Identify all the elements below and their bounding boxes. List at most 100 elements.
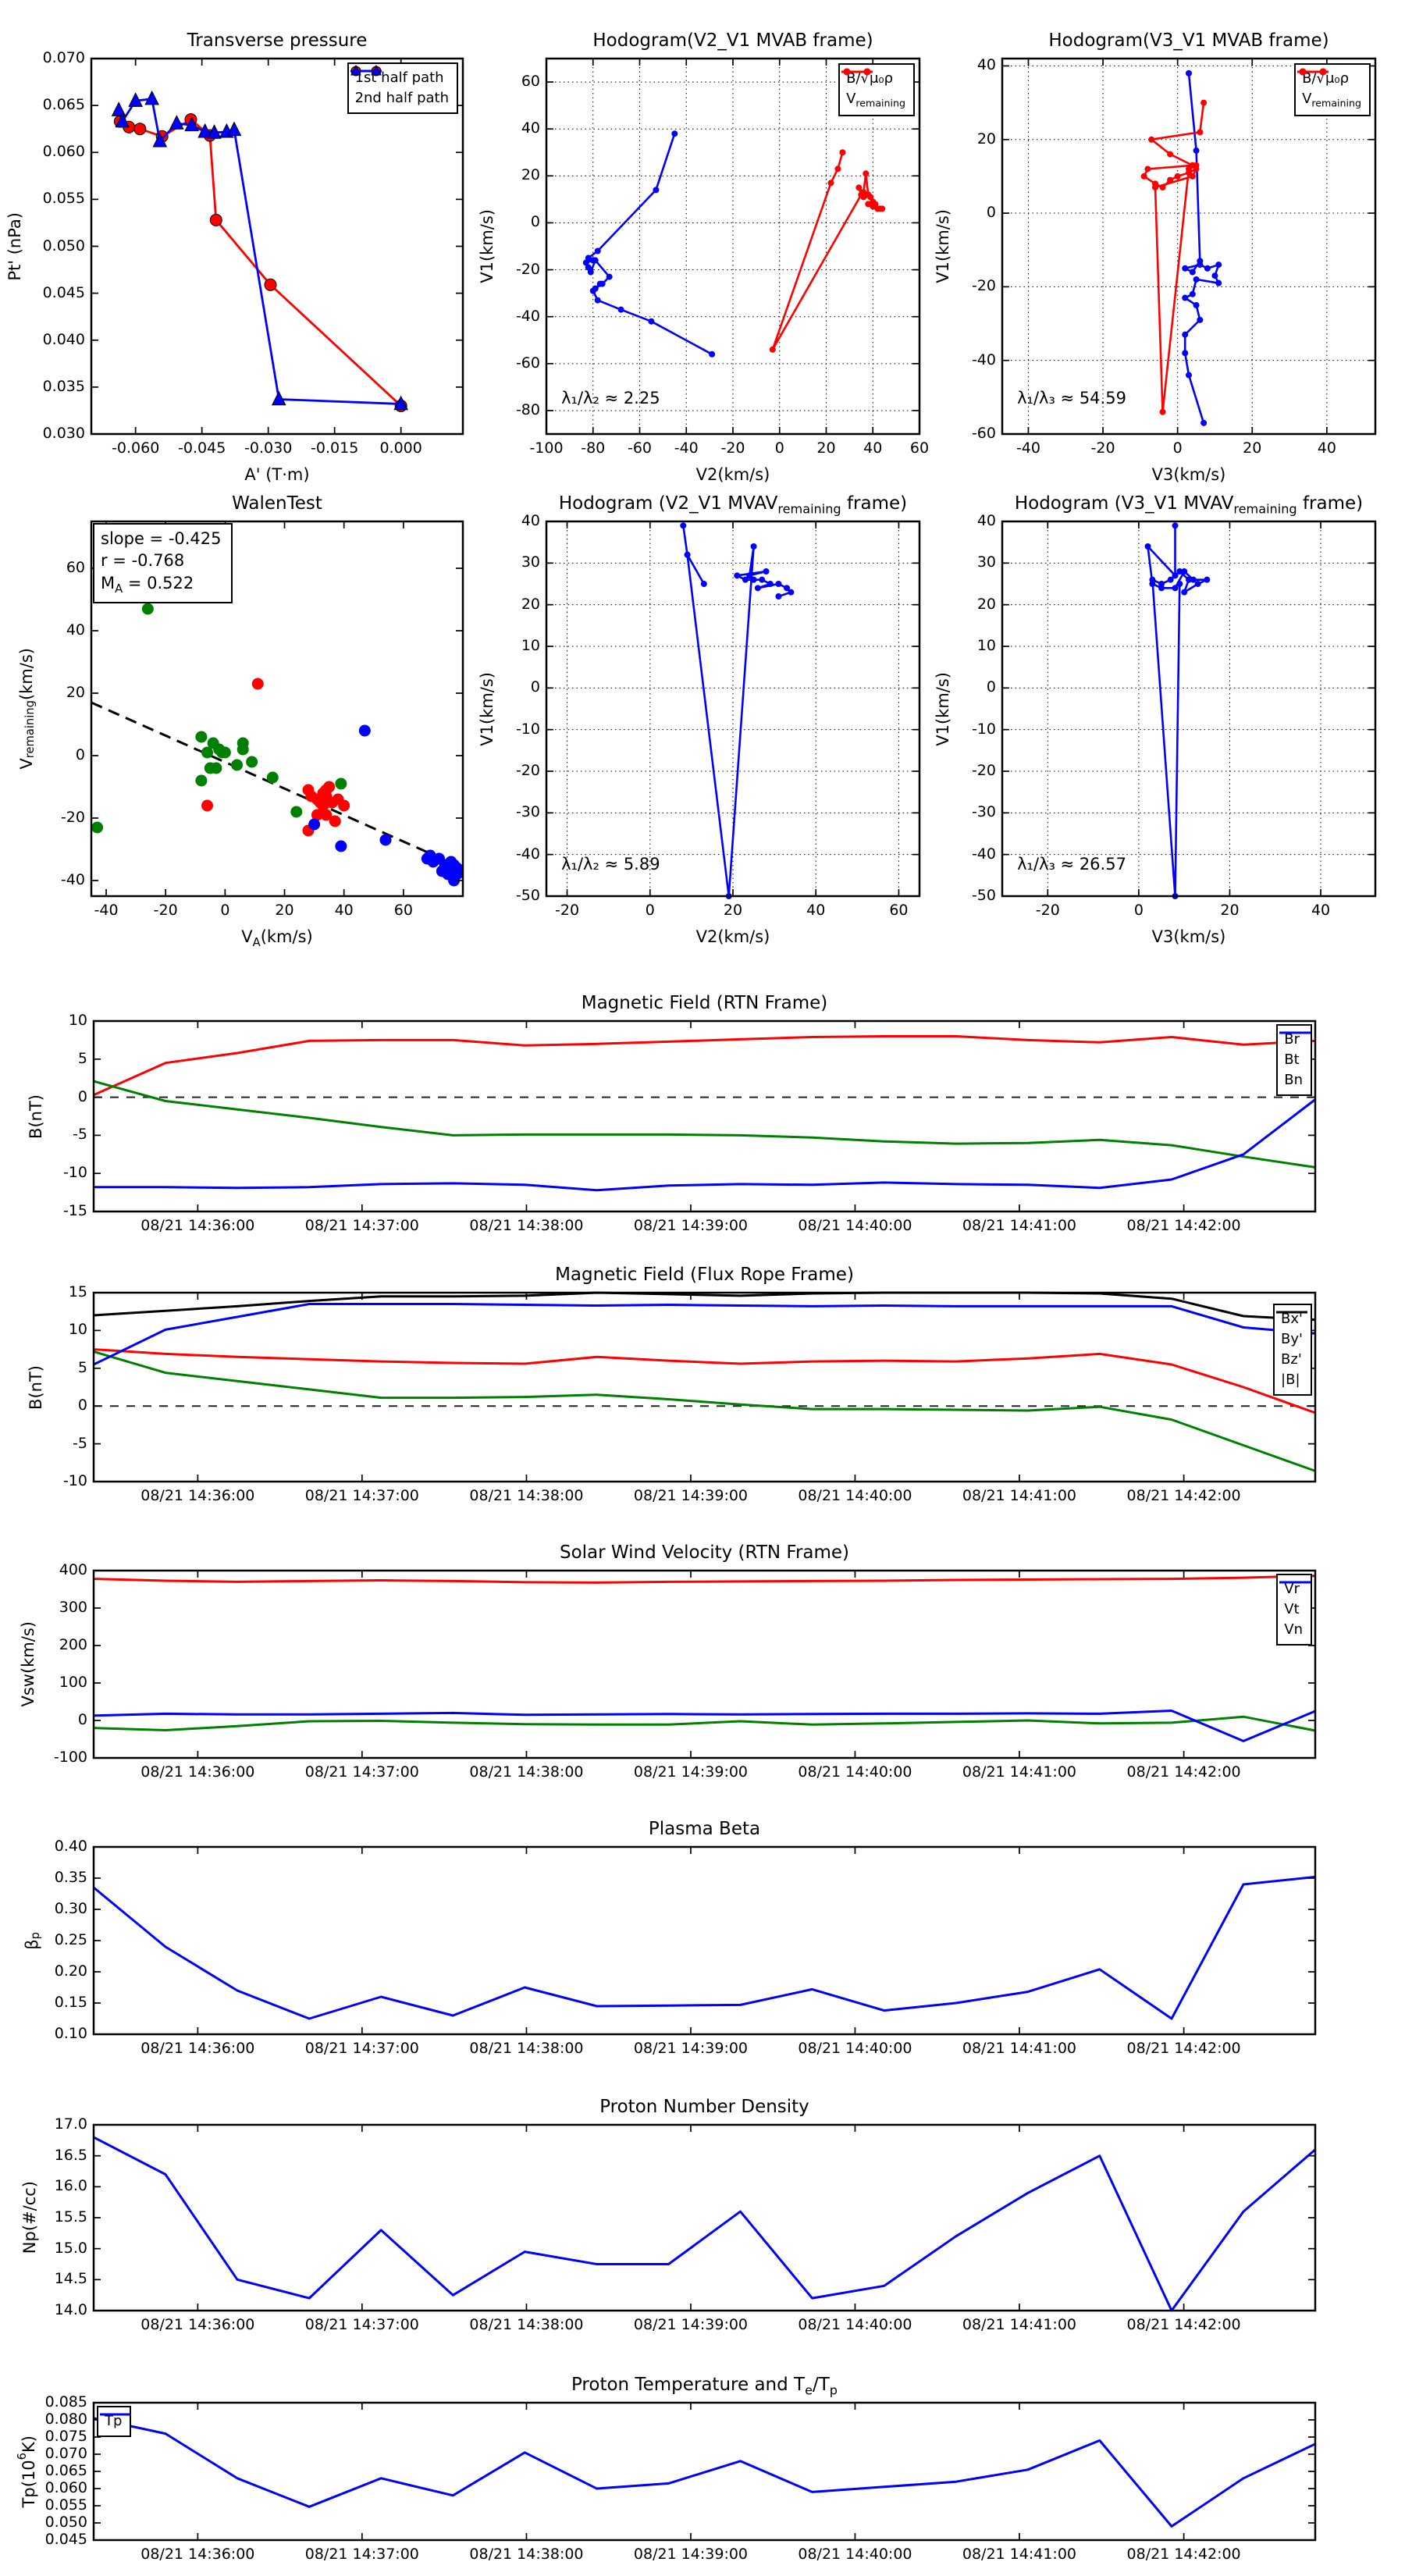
vsw-canvas (92, 1569, 1317, 1759)
series-Vt (93, 1715, 1316, 1732)
legend-label: Vremaining (1302, 91, 1361, 109)
y-tick-label: 0 (77, 1087, 87, 1105)
legend-item: Vt (1279, 1581, 1311, 1620)
x-tick-label: -0.045 (178, 439, 226, 457)
y-tick-label: 17.0 (54, 2115, 87, 2133)
legend-item: Vremaining (1297, 68, 1361, 111)
x-tick-label: 0 (645, 902, 655, 919)
x-tick-label: -20 (153, 902, 178, 919)
x-tick-label: 08/21 14:41:00 (962, 2040, 1077, 2057)
legend-item: Bz' (1276, 1311, 1308, 1370)
y-tick-label: 0 (986, 678, 996, 696)
legend-line-sample (1279, 1031, 1311, 1034)
x-tick-label: 08/21 14:42:00 (1126, 2040, 1241, 2057)
x-tick-label: -20 (1035, 902, 1060, 919)
y-tick-label: 100 (59, 1674, 87, 1691)
y-tick-label: 5 (77, 1049, 87, 1067)
x-tick-label: 08/21 14:38:00 (469, 2040, 584, 2057)
y-tick-label: -40 (971, 350, 996, 368)
hodogram-v2v1-mvav-title: Hodogram (V2_V1 MVAVremaining frame) (558, 493, 908, 517)
b-fr-ylabel: B(nT) (27, 1364, 45, 1410)
y-tick-label: -60 (971, 425, 996, 442)
b-rtn-legend: Br Bt Bn (1276, 1024, 1312, 1097)
y-tick-label: 14.5 (54, 2270, 87, 2288)
series-Vr (93, 1574, 1316, 1584)
hodogram-v3v1-mvav-canvas (1001, 520, 1377, 899)
x-tick-label: 20 (1243, 439, 1262, 457)
x-tick-label: 08/21 14:40:00 (798, 1763, 912, 1781)
series-V remaining (1143, 102, 1205, 414)
x-tick-label: 08/21 14:41:00 (962, 1217, 1077, 1234)
y-tick-label: 10 (976, 637, 996, 654)
b-rtn-ylabel: B(nT) (27, 1094, 45, 1139)
x-tick-label: -60 (627, 439, 653, 457)
x-tick-label: 0.000 (379, 439, 422, 457)
y-tick-label: -15 (62, 1202, 87, 1219)
hodogram-v3v1-mvav-annotation: λ₁/λ₃ ≈ 26.57 (1017, 855, 1126, 874)
y-tick-label: 0.035 (42, 377, 85, 395)
hodogram-v2v1-mvab-ylabel: V1(km/s) (478, 209, 496, 283)
legend-label: Bz' (1281, 1351, 1302, 1368)
y-tick-label: 15.5 (54, 2208, 87, 2226)
x-tick-label: -20 (1090, 439, 1115, 457)
y-tick-label: 0 (77, 1711, 87, 1728)
tp-legend: Tp (97, 2406, 132, 2438)
y-tick-label: 40 (976, 512, 996, 529)
plot-hodogram-v2v1-mvav: -20 0 20 40 60 -50 -40 -30 -20 -10 0 10 20 30 40 Hodogr… (478, 493, 921, 946)
legend-label: Vt (1284, 1601, 1300, 1618)
y-tick-label: -80 (515, 400, 540, 418)
x-tick-label: 08/21 14:40:00 (798, 2546, 912, 2563)
x-tick-label: 08/21 14:41:00 (962, 2316, 1077, 2333)
walen-test-xlabel: VA(km/s) (241, 927, 313, 950)
b-fr-legend: Bx' By' Bz' |B| (1273, 1304, 1312, 1397)
legend-label: Br (1284, 1031, 1300, 1048)
y-tick-label: -20 (971, 277, 996, 295)
y-tick-label: -5 (73, 1434, 87, 1452)
transverse-pressure-canvas (90, 57, 464, 436)
legend-label: Bt (1284, 1051, 1300, 1069)
x-tick-label: 08/21 14:38:00 (469, 2316, 584, 2333)
transverse-pressure-xlabel: A' (T·m) (244, 465, 310, 484)
y-tick-label: 0 (77, 1397, 87, 1414)
x-tick-label: 08/21 14:38:00 (469, 1217, 584, 1234)
x-tick-label: 08/21 14:37:00 (304, 2040, 419, 2057)
x-tick-label: 08/21 14:36:00 (140, 2040, 255, 2057)
x-tick-label: 08/21 14:36:00 (140, 2546, 255, 2563)
legend-item: Bn (1279, 1031, 1311, 1091)
x-tick-label: -80 (581, 439, 606, 457)
y-tick-label: -20 (971, 762, 996, 779)
legend-label: Bx' (1281, 1311, 1303, 1327)
legend-item: Vremaining (841, 68, 905, 111)
series-B/sqrt(mu0 rho) (1183, 73, 1220, 424)
walen-test-stats: slope = -0.425 r = -0.768 MA = 0.522 (93, 523, 233, 603)
y-tick-label: 0.055 (42, 190, 85, 208)
walen-test-ylabel: Vremaining(km/s) (17, 648, 37, 770)
x-tick-label: -40 (94, 902, 119, 919)
y-tick-label: 20 (66, 684, 85, 701)
hodogram-v2v1-mvab-xlabel: V2(km/s) (695, 465, 770, 484)
legend-label: Bn (1284, 1072, 1303, 1089)
transverse-pressure-title: Transverse pressure (187, 30, 368, 51)
x-tick-label: 60 (909, 439, 930, 457)
y-tick-label: 30 (976, 553, 996, 571)
y-tick-label: 0.060 (42, 143, 85, 161)
x-tick-label: 08/21 14:42:00 (1126, 1217, 1241, 1234)
x-tick-label: -20 (555, 902, 580, 919)
hodogram-v2v1-mvav-canvas (545, 520, 921, 899)
x-tick-label: 40 (1317, 439, 1336, 457)
y-tick-label: 0.070 (44, 2445, 87, 2462)
x-tick-label: 08/21 14:41:00 (962, 1487, 1077, 1504)
vsw-title: Solar Wind Velocity (RTN Frame) (559, 1542, 850, 1563)
x-tick-label: 08/21 14:42:00 (1126, 2546, 1241, 2563)
y-tick-label: -40 (60, 871, 85, 888)
transverse-pressure-legend: 1st half path 2nd half path (347, 62, 458, 115)
y-tick-label: 0 (986, 204, 996, 222)
y-tick-label: -40 (515, 307, 540, 325)
x-tick-label: 08/21 14:38:00 (469, 1487, 584, 1504)
legend-label: By' (1281, 1331, 1303, 1348)
y-tick-label: 15.0 (54, 2239, 87, 2257)
x-tick-label: 08/21 14:41:00 (962, 1763, 1077, 1781)
x-tick-label: -40 (1016, 439, 1040, 457)
y-tick-label: 0.070 (42, 49, 85, 66)
series-B/sqrt(mu0 rho) (682, 525, 792, 898)
